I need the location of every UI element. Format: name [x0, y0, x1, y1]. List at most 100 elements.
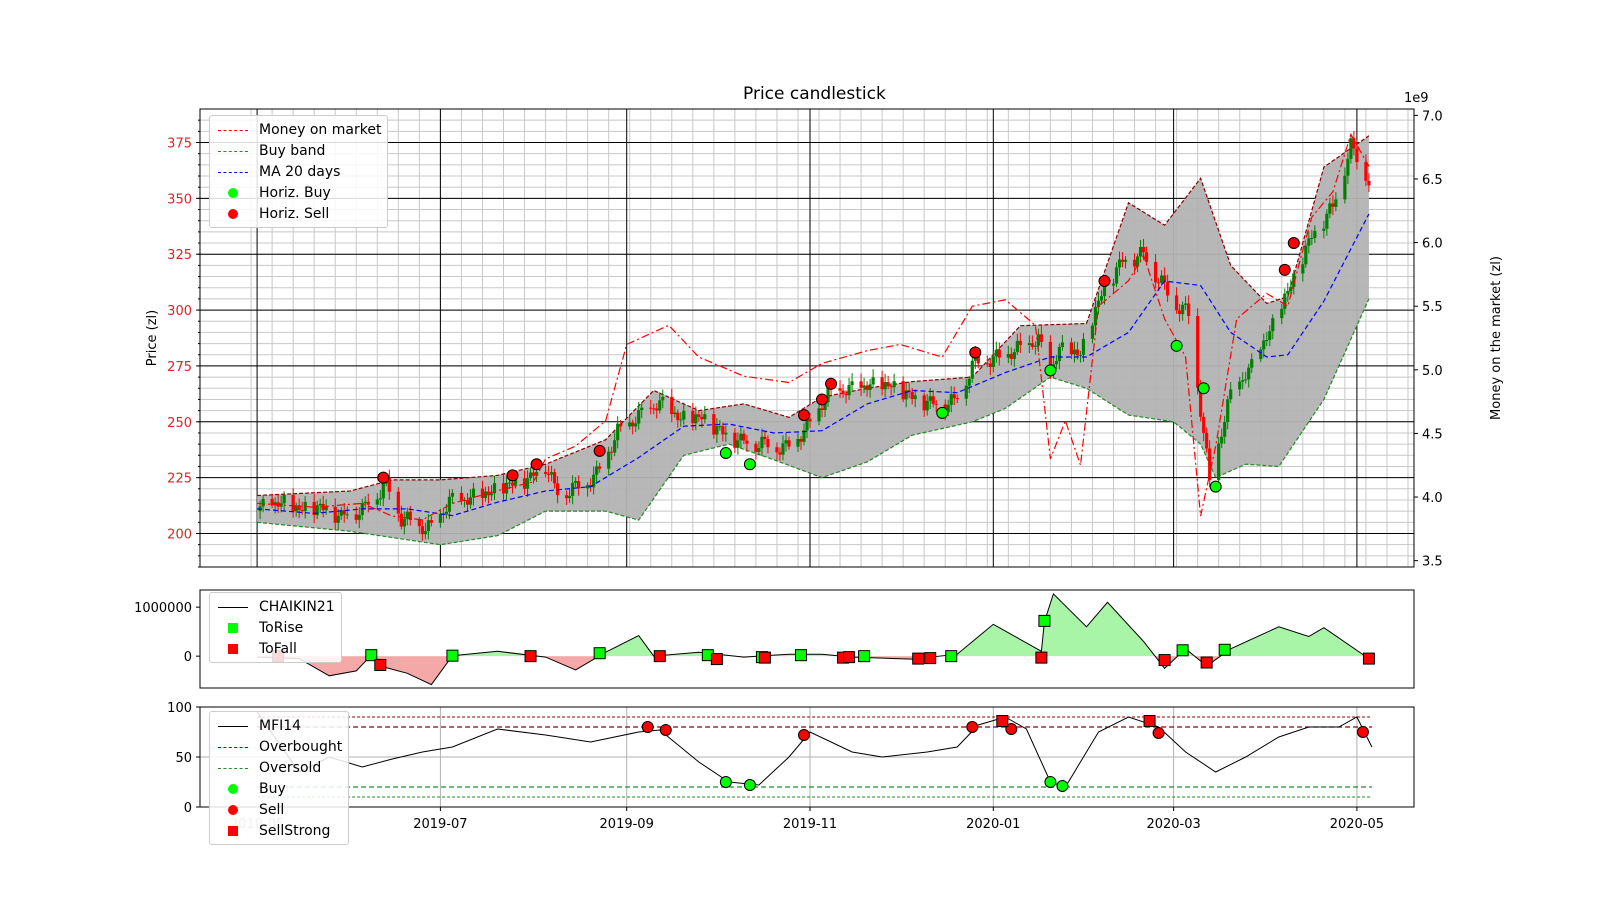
candle-body: [913, 395, 917, 399]
to-fall-marker: [1035, 651, 1048, 664]
candle-body: [820, 408, 824, 411]
candle-body: [868, 384, 872, 390]
mfi-sell-marker: [1356, 726, 1369, 738]
price-ytick-label: 225: [167, 472, 192, 487]
money-ytick-label: 5.0: [1422, 364, 1443, 379]
candle-body: [817, 408, 821, 422]
chaikin-legend-label: ToFall: [259, 640, 297, 657]
candle-body: [733, 432, 737, 448]
price-legend-item: Horiz. Sell: [216, 203, 381, 224]
candle-body: [1159, 275, 1164, 283]
candle-body: [697, 414, 701, 417]
candle-body: [925, 400, 929, 411]
candle-body: [988, 363, 992, 368]
candle-body: [1039, 334, 1043, 342]
candle-body: [549, 472, 554, 475]
mfi-legend-key: [216, 762, 250, 774]
candle-body: [1328, 203, 1332, 214]
money-ytick-label: 4.5: [1422, 427, 1443, 442]
price-axis-label: Price (zl): [145, 310, 160, 366]
candle-body: [375, 499, 379, 505]
mfi14-line: [256, 711, 1373, 788]
chaikin-legend-label: CHAIKIN21: [259, 598, 335, 615]
candle-body: [1367, 180, 1371, 186]
candle-body: [444, 511, 449, 515]
candle-body: [871, 377, 875, 385]
mfi-xtick-label: 2019-07: [413, 817, 467, 832]
candle-body: [1165, 281, 1170, 296]
candle-body: [1057, 346, 1062, 362]
to-rise-marker: [794, 649, 807, 662]
candle-body: [531, 472, 536, 476]
candle-body: [1208, 448, 1212, 481]
mfi-legend-key: [216, 804, 250, 816]
mfi-buy-marker: [1056, 780, 1069, 792]
candle-body: [420, 526, 424, 535]
chaikin-legend-item: ToRise: [216, 617, 335, 638]
candle-body: [354, 514, 358, 520]
candle-body: [703, 414, 707, 420]
candle-body: [408, 511, 412, 520]
candle-body: [1217, 443, 1221, 481]
buy-band-line: [257, 298, 1370, 546]
candle-body: [1009, 353, 1013, 359]
price-ytick-label: 275: [167, 360, 192, 375]
candle-body: [312, 501, 316, 516]
candle-body: [1027, 343, 1031, 345]
mfi-sell-strong-marker: [1143, 715, 1156, 727]
to-fall-marker: [524, 650, 537, 663]
mfi-legend-label: Overbought: [259, 738, 343, 755]
mfi-legend-label: Sell: [259, 801, 285, 818]
candle-body: [1006, 353, 1010, 358]
candle-body: [859, 381, 863, 388]
candle-body: [426, 520, 430, 532]
band-fill: [257, 135, 1369, 545]
candle-body: [607, 451, 611, 469]
candle-body: [513, 478, 518, 486]
candle-body: [739, 433, 743, 441]
candle-body: [1364, 162, 1368, 181]
candle-body: [1331, 203, 1335, 207]
candle-body: [631, 422, 635, 427]
candle-body: [595, 466, 599, 475]
price-legend-label: Buy band: [259, 142, 326, 159]
candle-body: [1283, 293, 1287, 309]
horiz-sell-marker: [530, 458, 543, 471]
candle-body: [886, 382, 890, 387]
price-legend-key: [216, 124, 250, 136]
candle-body: [1018, 340, 1022, 345]
candle-body: [1355, 148, 1359, 163]
candle-body: [826, 386, 830, 403]
candle-body: [1247, 367, 1251, 380]
candle-body: [1223, 421, 1227, 437]
candle-body: [1304, 245, 1308, 265]
candle-body: [468, 497, 473, 505]
candle-body: [586, 485, 590, 489]
candle-body: [1292, 273, 1296, 287]
candle-body: [417, 519, 421, 527]
to-fall-marker: [1362, 652, 1375, 665]
candle-body: [1313, 230, 1317, 238]
mfi-ytick-label: 100: [167, 701, 192, 716]
candle-body: [955, 398, 959, 400]
mfi-buy-marker: [743, 779, 756, 791]
candle-body: [279, 503, 283, 507]
candle-body: [1187, 303, 1191, 317]
chaikin-legend-item: CHAIKIN21: [216, 596, 335, 617]
candle-body: [1138, 247, 1143, 257]
chaikin-legend-label: ToRise: [259, 619, 304, 636]
candle-body: [510, 482, 515, 486]
candle-body: [1220, 436, 1224, 444]
price-legend-key: [216, 145, 250, 157]
candle-body: [652, 408, 656, 410]
candle-body: [880, 377, 884, 390]
candle-body: [613, 440, 617, 453]
chaikin-legend-key: [216, 601, 250, 613]
mfi-legend-item: Buy: [216, 778, 342, 799]
candle-body: [568, 495, 572, 499]
candle-body: [1030, 343, 1034, 347]
horiz-buy-marker: [1044, 364, 1057, 377]
candle-body: [1075, 349, 1080, 356]
candle-body: [754, 443, 758, 452]
